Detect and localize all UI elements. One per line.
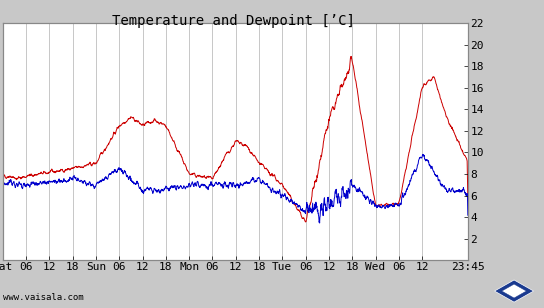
Polygon shape bbox=[494, 280, 534, 302]
Polygon shape bbox=[502, 284, 526, 298]
Text: Temperature and Dewpoint [’C]: Temperature and Dewpoint [’C] bbox=[113, 14, 355, 28]
Text: www.vaisala.com: www.vaisala.com bbox=[3, 293, 83, 302]
